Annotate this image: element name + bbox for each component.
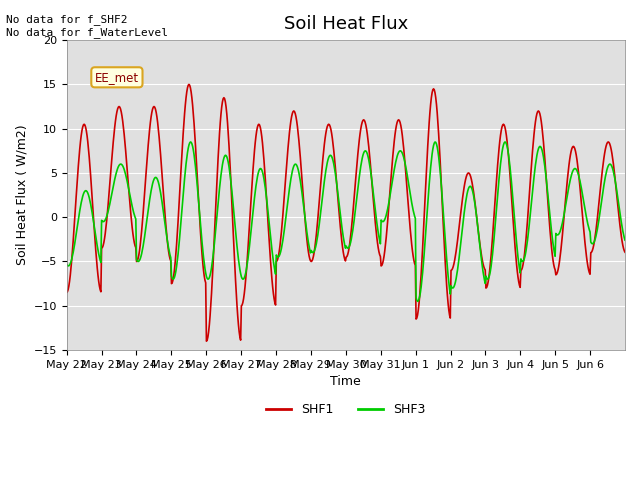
Y-axis label: Soil Heat Flux ( W/m2): Soil Heat Flux ( W/m2): [15, 125, 28, 265]
SHF1: [63, 289, 70, 295]
SHF1: [185, 82, 193, 87]
Line: SHF3: SHF3: [67, 142, 625, 301]
SHF3: [413, 299, 421, 304]
SHF1: [129, 225, 136, 230]
SHF1: [621, 249, 629, 255]
SHF3: [63, 262, 70, 267]
SHF3: [187, 139, 195, 145]
SHF1: [260, 157, 268, 163]
Text: EE_met: EE_met: [95, 71, 139, 84]
SHF3: [259, 172, 267, 178]
X-axis label: Time: Time: [330, 375, 361, 388]
Title: Soil Heat Flux: Soil Heat Flux: [284, 15, 408, 33]
Legend: SHF1, SHF3: SHF1, SHF3: [261, 398, 431, 421]
SHF3: [404, 178, 412, 183]
Line: SHF1: SHF1: [67, 84, 625, 341]
SHF3: [436, 168, 444, 174]
SHF1: [281, 183, 289, 189]
SHF3: [129, 204, 136, 209]
SHF1: [436, 157, 444, 163]
SHF1: [203, 338, 211, 344]
SHF3: [621, 237, 629, 243]
SHF1: [405, 209, 413, 215]
SHF3: [280, 227, 288, 233]
Text: No data for f_SHF2
No data for f_WaterLevel: No data for f_SHF2 No data for f_WaterLe…: [6, 14, 168, 38]
SHF3: [232, 228, 239, 234]
SHF1: [232, 291, 240, 297]
